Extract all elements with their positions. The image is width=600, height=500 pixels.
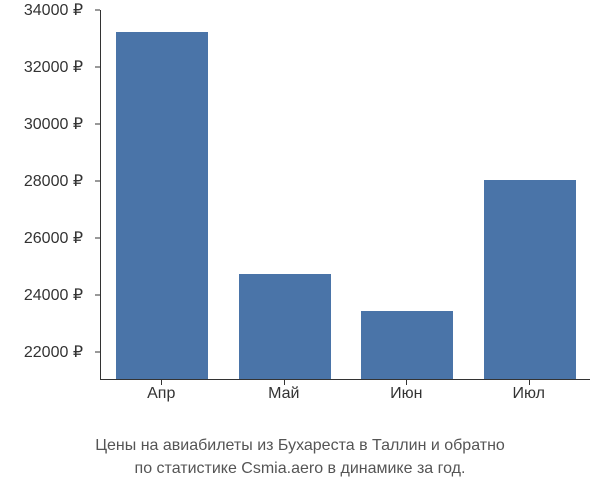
- caption-line1: Цены на авиабилеты из Бухареста в Таллин…: [95, 437, 505, 454]
- x-tick-label: Май: [268, 385, 299, 403]
- chart-caption: Цены на авиабилеты из Бухареста в Таллин…: [20, 435, 580, 480]
- y-tick-label: 30000 ₽: [24, 114, 83, 134]
- x-tick-label: Июл: [513, 385, 545, 403]
- y-tick-label: 34000 ₽: [24, 0, 83, 20]
- plot-area: [100, 10, 590, 380]
- x-tick-label: Июн: [390, 385, 422, 403]
- y-tick-label: 26000 ₽: [24, 228, 83, 248]
- bar: [239, 274, 331, 379]
- caption-line2: по статистике Csmia.aero в динамике за г…: [135, 460, 466, 477]
- bar: [116, 32, 208, 379]
- x-axis: Апр Май Июн Июл: [100, 385, 590, 415]
- y-tick-label: 28000 ₽: [24, 171, 83, 191]
- bar: [361, 311, 453, 379]
- y-axis: 22000 ₽ 24000 ₽ 26000 ₽ 28000 ₽ 30000 ₽ 32000…: [0, 10, 95, 380]
- bar: [484, 180, 576, 379]
- y-tick-label: 24000 ₽: [24, 285, 83, 305]
- x-tick-label: Апр: [147, 385, 175, 403]
- y-tick-label: 32000 ₽: [24, 57, 83, 77]
- y-tick-label: 22000 ₽: [24, 342, 83, 362]
- chart-container: [100, 10, 590, 410]
